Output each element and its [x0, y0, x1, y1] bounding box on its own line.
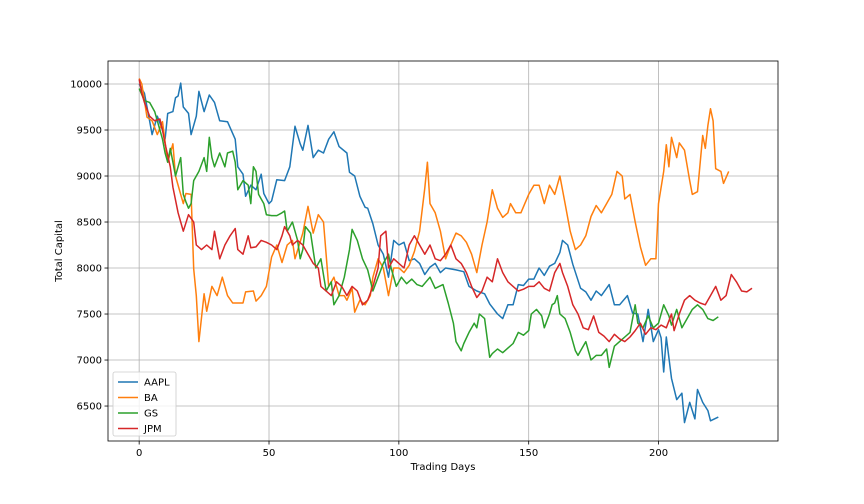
- y-tick-label: 6500: [77, 402, 102, 413]
- legend-label: GS: [144, 409, 158, 420]
- plot-frame: [107, 60, 779, 442]
- series-line-gs: [138, 88, 719, 369]
- y-tick-label: 7000: [77, 356, 102, 367]
- x-tick-label: 0: [136, 448, 142, 459]
- y-tick-label: 8500: [77, 218, 102, 229]
- y-tick-label: 9000: [77, 172, 102, 183]
- series-lines: [138, 78, 753, 424]
- legend-label: AAPL: [144, 378, 170, 389]
- series-line-aapl: [138, 82, 719, 424]
- legend: AAPL BA GS JPM: [112, 371, 177, 437]
- legend-label: JPM: [143, 424, 162, 435]
- series-line-jpm: [138, 79, 753, 343]
- axis-ticks: 0 50 100 150 200 6500 7000 7500 8000 8500 9000 9500…: [70, 80, 668, 459]
- y-tick-label: 8000: [77, 264, 102, 275]
- x-tick-label: 150: [519, 448, 538, 459]
- x-tick-label: 50: [263, 448, 276, 459]
- grid-lines: [108, 61, 778, 441]
- plot-background: [108, 61, 778, 441]
- y-tick-label: 7500: [77, 310, 102, 321]
- legend-label: BA: [144, 393, 158, 404]
- x-axis-title: Trading Days: [410, 462, 476, 473]
- y-axis-title: Total Capital: [54, 220, 65, 283]
- x-tick-label: 100: [389, 448, 408, 459]
- x-tick-label: 200: [649, 448, 668, 459]
- series-line-ba: [138, 78, 730, 343]
- y-tick-label: 9500: [77, 126, 102, 137]
- y-tick-label: 10000: [70, 80, 102, 91]
- legend-box: [112, 371, 177, 437]
